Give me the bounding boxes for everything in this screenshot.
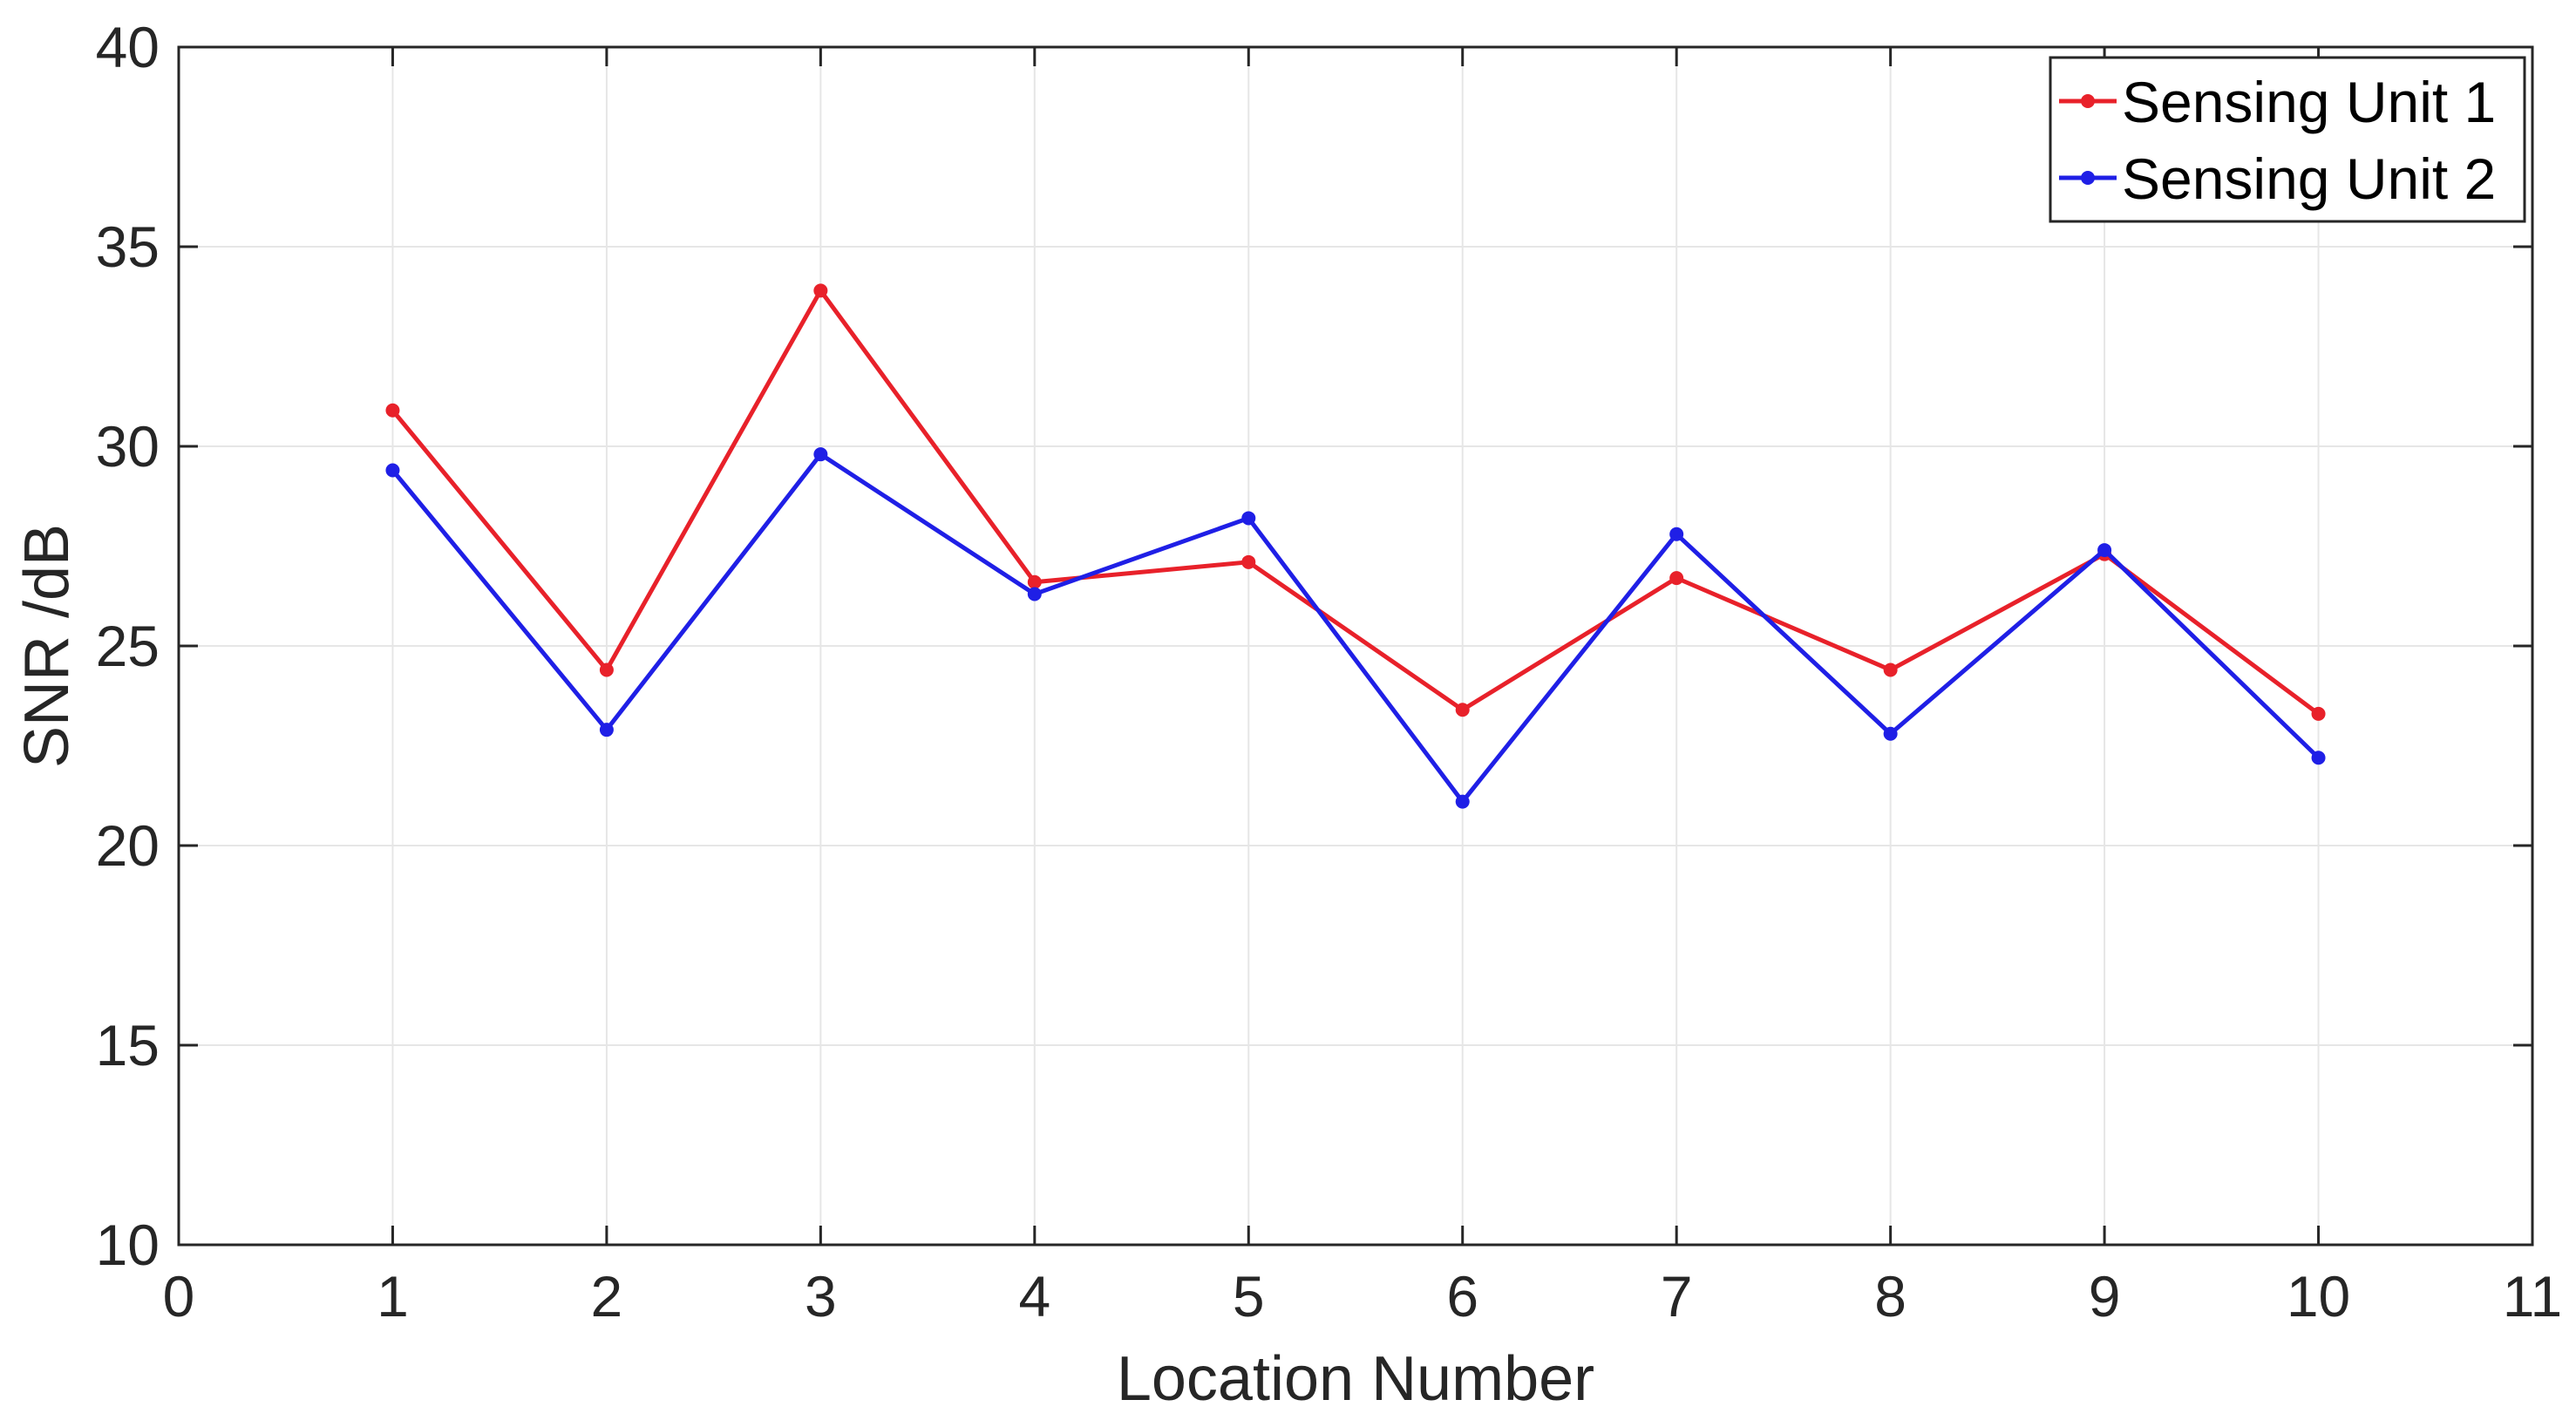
legend-label: Sensing Unit 1 — [2122, 70, 2496, 134]
x-tick-label: 6 — [1446, 1264, 1478, 1328]
x-tick-label: 1 — [377, 1264, 409, 1328]
legend-box — [2049, 56, 2526, 223]
y-axis-title: SNR /dB — [12, 524, 82, 768]
data-point — [1455, 703, 1470, 717]
data-point — [1883, 663, 1898, 677]
x-tick-label: 11 — [2503, 1264, 2563, 1328]
data-point — [813, 447, 828, 462]
legend: Sensing Unit 1 Sensing Unit 2 — [2049, 56, 2526, 223]
data-point — [2311, 706, 2326, 721]
data-point — [2097, 543, 2112, 558]
x-tick-label: 9 — [2089, 1264, 2121, 1328]
y-tick-label: 35 — [96, 214, 160, 279]
legend-item: Sensing Unit 1 — [2059, 70, 2496, 134]
x-tick-label: 4 — [1018, 1264, 1050, 1328]
x-tick-label: 2 — [591, 1264, 623, 1328]
data-point — [1669, 571, 1684, 586]
x-tick-label: 7 — [1661, 1264, 1693, 1328]
data-point — [599, 723, 614, 737]
data-point — [1027, 587, 1042, 601]
y-tick-label: 25 — [96, 614, 160, 678]
data-point — [1027, 574, 1042, 589]
legend-label: Sensing Unit 2 — [2122, 146, 2496, 211]
data-point — [599, 663, 614, 677]
series-line — [391, 451, 2321, 805]
y-tick-label: 20 — [96, 813, 160, 878]
data-point — [1241, 511, 1256, 526]
y-tick-label: 10 — [96, 1213, 160, 1277]
y-tick-label: 15 — [96, 1013, 160, 1077]
data-point — [385, 463, 400, 478]
data-point — [813, 283, 828, 298]
x-tick-label: 3 — [805, 1264, 837, 1328]
x-tick-label: 5 — [1233, 1264, 1265, 1328]
data-point — [2311, 751, 2326, 765]
x-tick-label: 8 — [1874, 1264, 1907, 1328]
x-axis-title: Location Number — [1117, 1344, 1594, 1414]
series-1 — [385, 283, 2326, 721]
series-layer — [385, 283, 2326, 809]
data-point — [1883, 726, 1898, 741]
series-line — [391, 286, 2321, 716]
legend-item: Sensing Unit 2 — [2059, 146, 2496, 211]
x-tick-label: 10 — [2287, 1264, 2350, 1328]
grid-lines — [178, 46, 2533, 1246]
data-point — [1669, 527, 1684, 541]
y-tick-label: 30 — [96, 414, 160, 479]
legend-marker — [2081, 171, 2095, 185]
legend-marker — [2081, 94, 2095, 108]
x-tick-label: 0 — [163, 1264, 195, 1328]
data-point — [1241, 554, 1256, 569]
series-2 — [385, 447, 2326, 809]
y-tick-label: 40 — [96, 15, 160, 79]
axis-ticks — [177, 45, 2534, 1247]
tick-labels: 0 1 2 3 4 5 6 7 8 9 10 11 10 15 20 25 30 35 40 — [96, 15, 2563, 1328]
data-point — [1455, 794, 1470, 809]
data-point — [385, 403, 400, 418]
